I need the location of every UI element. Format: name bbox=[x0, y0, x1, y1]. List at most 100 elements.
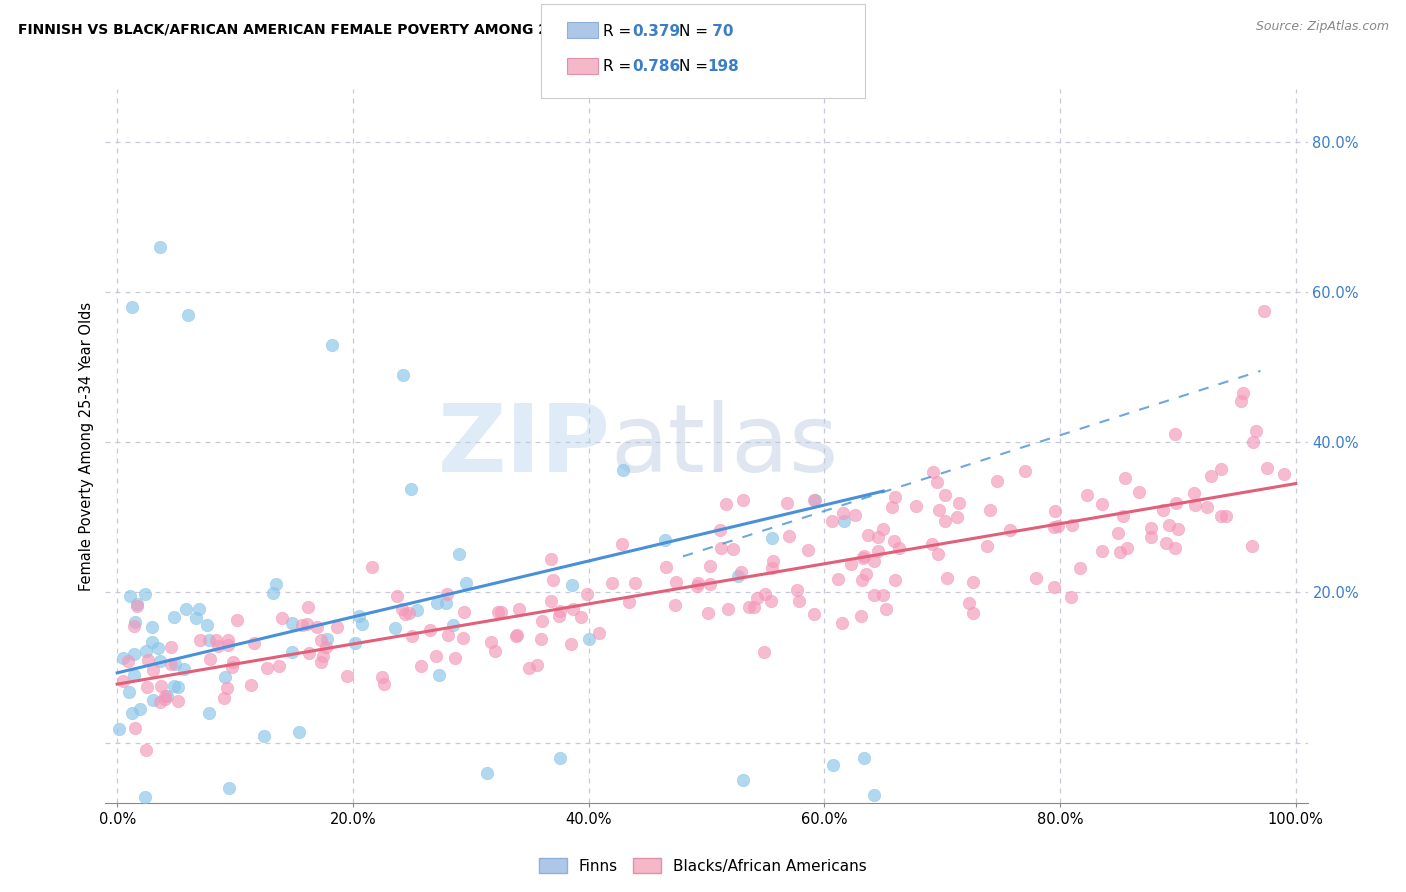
Point bbox=[928, 503, 950, 517]
Point bbox=[927, 547, 949, 561]
Point bbox=[321, 337, 343, 351]
Point bbox=[986, 474, 1008, 488]
Point bbox=[530, 614, 553, 628]
Point bbox=[127, 598, 149, 612]
Point bbox=[370, 670, 392, 684]
Point bbox=[297, 599, 319, 614]
Point bbox=[849, 608, 872, 623]
Point bbox=[311, 656, 333, 670]
Point bbox=[347, 609, 370, 624]
Point bbox=[506, 627, 529, 641]
Point bbox=[1091, 543, 1114, 558]
Point bbox=[884, 490, 907, 504]
Point bbox=[699, 559, 721, 574]
Point bbox=[1043, 580, 1066, 594]
Point bbox=[121, 300, 143, 314]
Point bbox=[315, 632, 337, 646]
Point bbox=[141, 635, 163, 649]
Point bbox=[866, 544, 889, 558]
Point bbox=[1043, 504, 1066, 518]
Point bbox=[863, 789, 886, 803]
Point bbox=[1163, 426, 1185, 441]
Point bbox=[883, 533, 905, 548]
Point bbox=[315, 640, 337, 654]
Point bbox=[664, 598, 686, 612]
Point bbox=[214, 670, 236, 684]
Point bbox=[761, 561, 783, 575]
Point bbox=[654, 533, 676, 548]
Point bbox=[288, 724, 311, 739]
Point bbox=[721, 541, 744, 556]
Point bbox=[212, 690, 235, 705]
Point bbox=[727, 569, 749, 583]
Point bbox=[1060, 518, 1083, 533]
Point bbox=[562, 601, 585, 615]
Point bbox=[426, 597, 449, 611]
Point bbox=[125, 599, 148, 613]
Point bbox=[787, 594, 810, 608]
Point bbox=[976, 540, 998, 554]
Point bbox=[447, 547, 470, 561]
Point bbox=[548, 604, 571, 618]
Point bbox=[699, 576, 721, 591]
Point bbox=[141, 693, 163, 707]
Point bbox=[436, 587, 458, 601]
Point bbox=[129, 702, 152, 716]
Point bbox=[221, 660, 243, 674]
Point bbox=[957, 596, 980, 610]
Point bbox=[921, 465, 943, 479]
Point bbox=[1060, 590, 1083, 604]
Point bbox=[1163, 541, 1185, 555]
Point bbox=[453, 605, 475, 619]
Point bbox=[921, 537, 943, 551]
Point bbox=[1195, 500, 1218, 514]
Point bbox=[547, 609, 569, 624]
Point bbox=[548, 750, 571, 764]
Point bbox=[217, 638, 239, 652]
Point bbox=[167, 694, 190, 708]
Point bbox=[875, 602, 897, 616]
Point bbox=[117, 654, 139, 668]
Point bbox=[851, 573, 873, 587]
Point bbox=[575, 587, 598, 601]
Point bbox=[560, 637, 582, 651]
Point bbox=[489, 605, 512, 619]
Point bbox=[394, 607, 416, 622]
Point bbox=[195, 618, 218, 632]
Text: R =: R = bbox=[603, 24, 637, 38]
Point bbox=[1047, 518, 1070, 533]
Point bbox=[149, 694, 172, 708]
Point bbox=[759, 594, 782, 608]
Point bbox=[733, 773, 755, 788]
Point bbox=[217, 633, 239, 648]
Point bbox=[163, 679, 186, 693]
Point bbox=[411, 659, 433, 673]
Text: N =: N = bbox=[679, 24, 713, 38]
Point bbox=[1211, 508, 1233, 523]
Point bbox=[197, 706, 219, 720]
Point bbox=[588, 626, 610, 640]
Point bbox=[312, 648, 335, 663]
Point bbox=[1069, 560, 1091, 574]
Point bbox=[384, 621, 406, 635]
Point bbox=[484, 644, 506, 658]
Point bbox=[112, 674, 135, 689]
Point bbox=[1152, 503, 1174, 517]
Point bbox=[1182, 486, 1205, 500]
Text: atlas: atlas bbox=[610, 400, 838, 492]
Point bbox=[710, 541, 733, 555]
Point bbox=[136, 680, 159, 694]
Point bbox=[121, 706, 143, 720]
Point bbox=[118, 684, 141, 698]
Point bbox=[1201, 469, 1223, 483]
Point bbox=[979, 503, 1001, 517]
Point bbox=[1209, 462, 1232, 476]
Point bbox=[733, 492, 755, 507]
Point bbox=[225, 613, 247, 627]
Point bbox=[134, 789, 156, 804]
Point bbox=[291, 618, 314, 632]
Point bbox=[360, 560, 382, 574]
Point bbox=[872, 522, 894, 536]
Point bbox=[827, 572, 849, 586]
Point bbox=[184, 611, 207, 625]
